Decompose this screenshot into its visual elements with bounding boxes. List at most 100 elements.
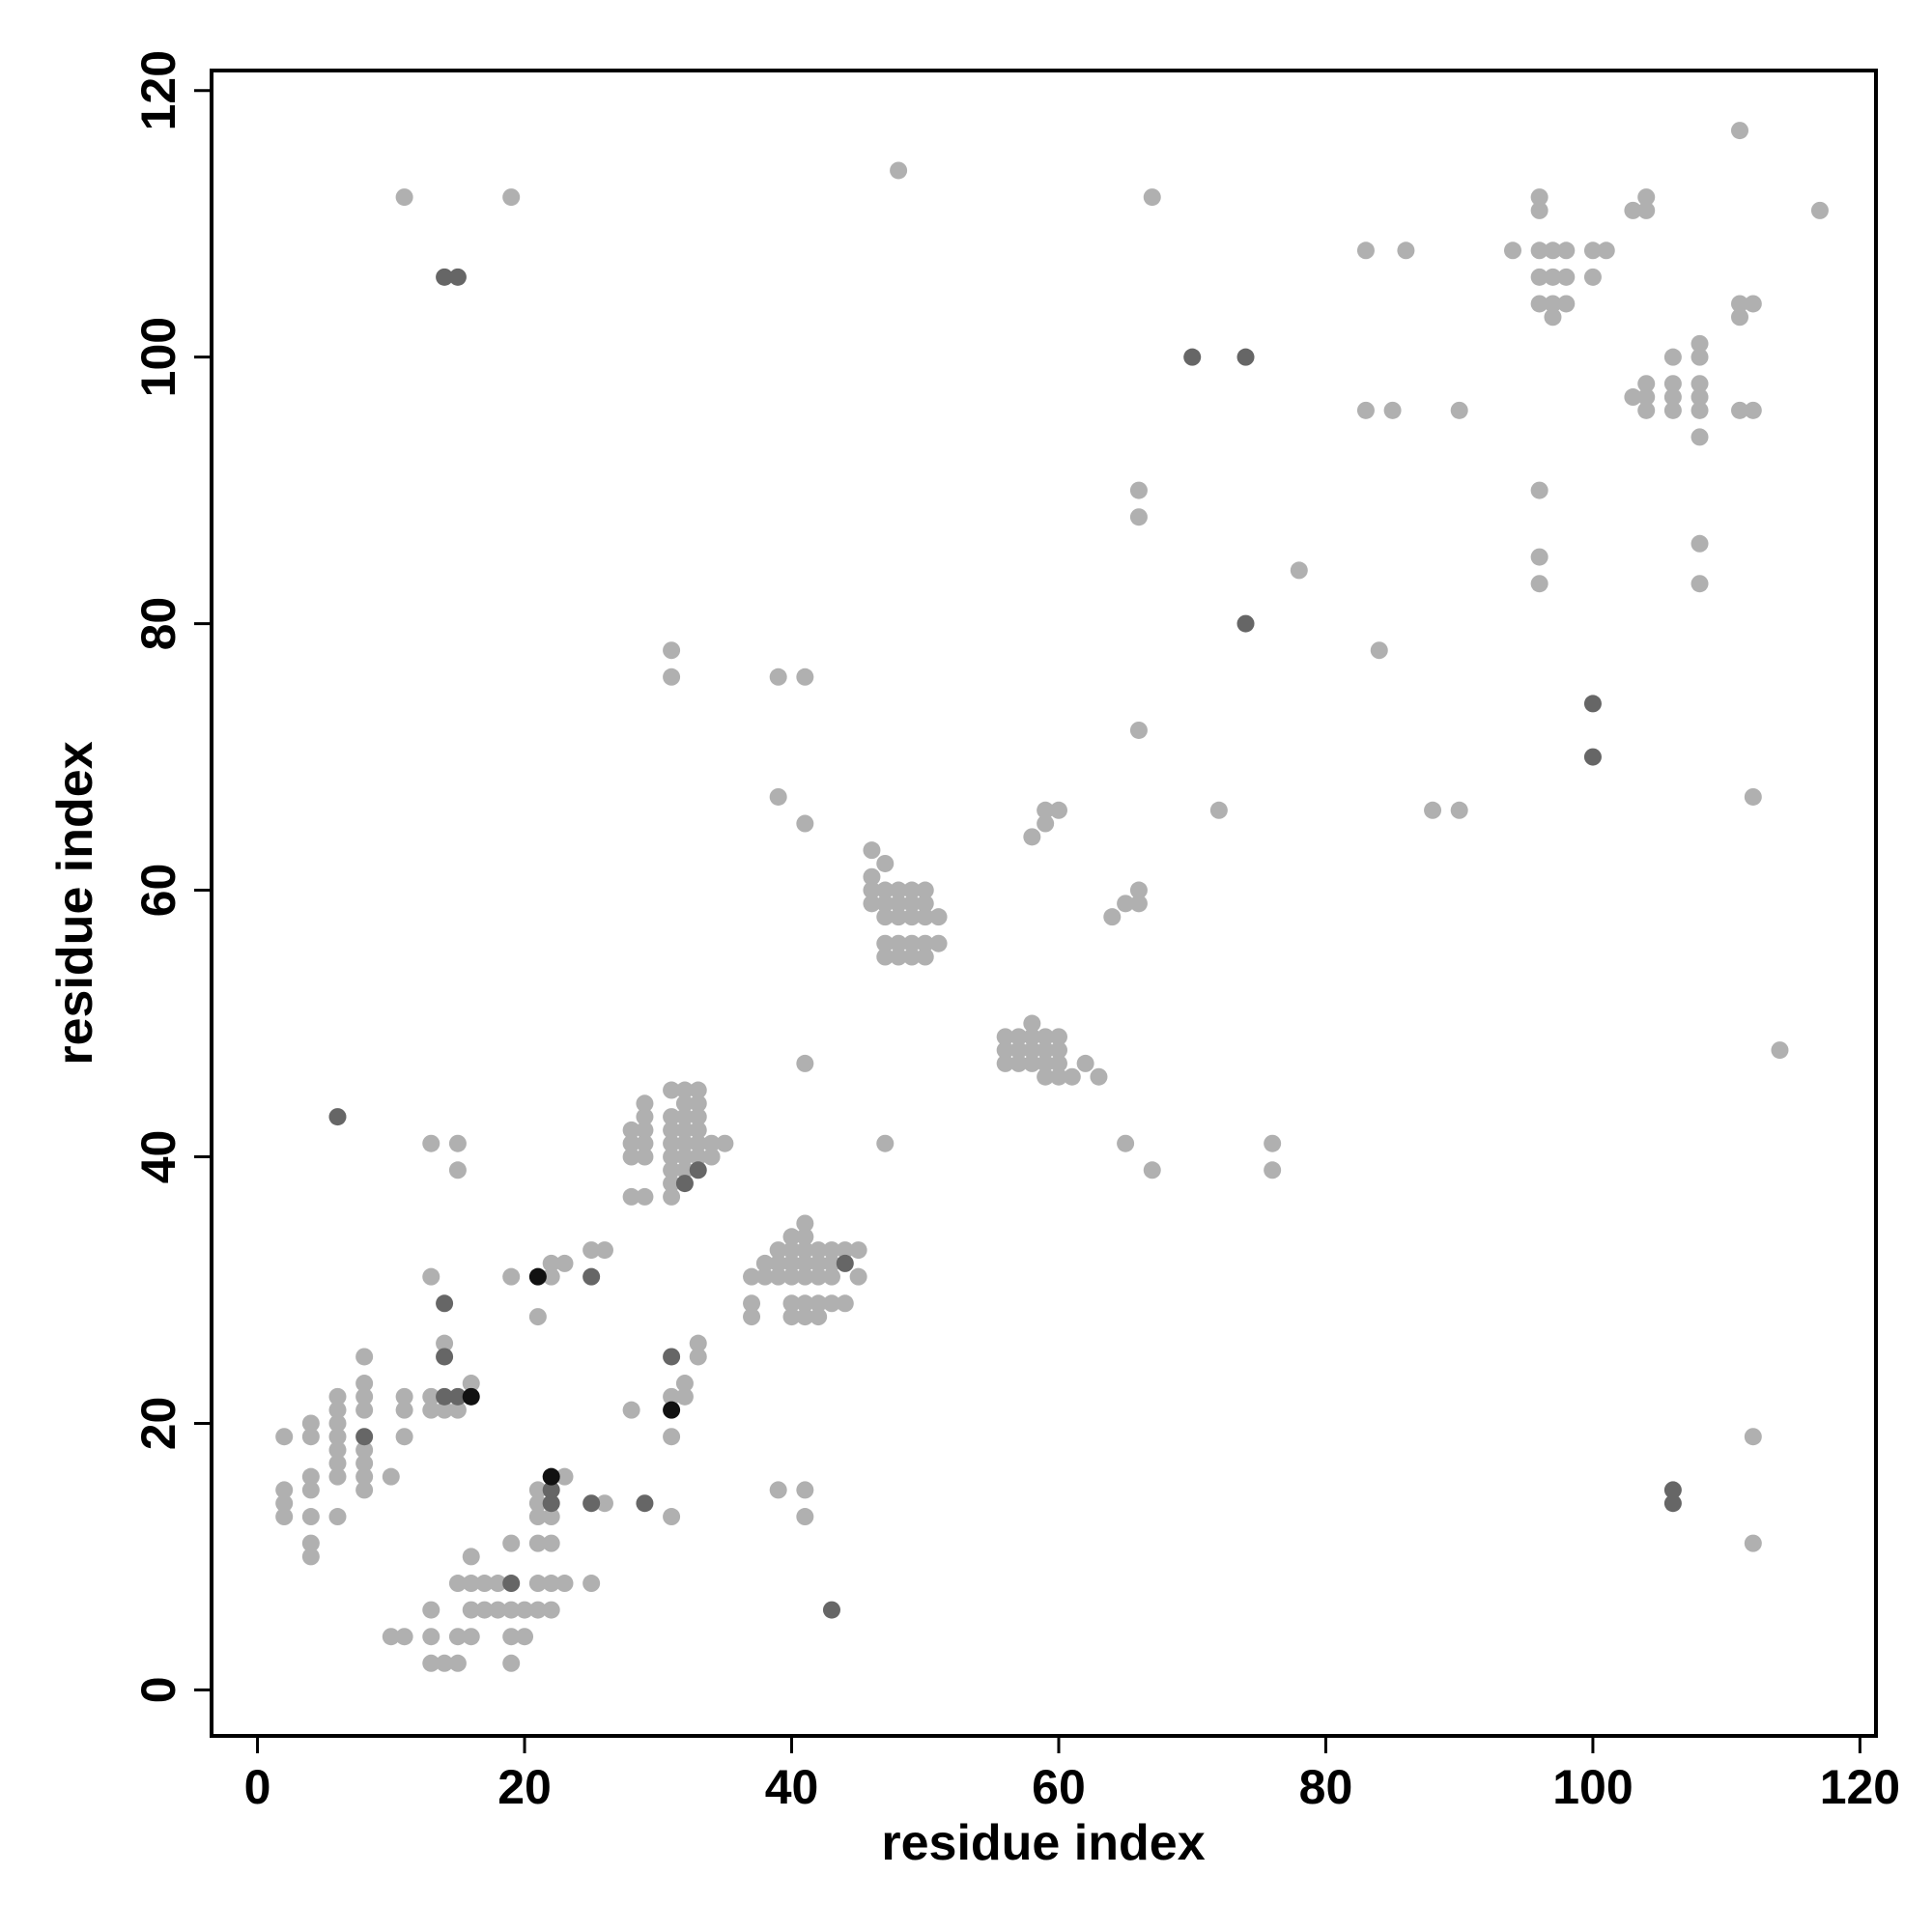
point: [1530, 295, 1548, 313]
point: [1023, 1054, 1041, 1072]
point: [876, 934, 895, 952]
point: [1023, 1041, 1041, 1060]
point: [502, 1601, 521, 1619]
point: [876, 881, 895, 899]
point: [1557, 295, 1576, 313]
point: [929, 934, 948, 952]
point: [822, 1254, 840, 1272]
point: [1744, 787, 1762, 806]
point: [663, 641, 681, 660]
point: [890, 895, 908, 913]
point: [996, 1041, 1014, 1060]
point: [876, 908, 895, 926]
x-tick-label: 80: [1299, 1760, 1353, 1814]
point: [328, 1428, 347, 1446]
point: [542, 1601, 560, 1619]
point: [1129, 508, 1148, 526]
y-tick-label: 60: [131, 864, 185, 918]
point: [1690, 428, 1709, 446]
point: [822, 1241, 840, 1260]
point: [448, 1387, 467, 1406]
point: [822, 1294, 840, 1313]
point: [355, 1401, 374, 1419]
point: [502, 1267, 521, 1286]
point: [663, 1387, 681, 1406]
point: [689, 1081, 707, 1099]
point: [1530, 481, 1548, 499]
point: [1009, 1028, 1028, 1046]
point: [1744, 401, 1762, 419]
point: [1690, 388, 1709, 407]
point: [555, 1254, 574, 1272]
point: [916, 881, 934, 899]
point: [1037, 1041, 1055, 1060]
point: [1129, 481, 1148, 499]
point: [1637, 401, 1656, 419]
point: [462, 1387, 480, 1406]
point: [301, 1481, 320, 1499]
point: [836, 1241, 854, 1260]
point: [355, 1428, 374, 1446]
point: [1009, 1054, 1028, 1072]
point: [782, 1241, 801, 1260]
point: [1129, 881, 1148, 899]
point: [275, 1494, 294, 1513]
point: [689, 1134, 707, 1152]
point: [810, 1294, 828, 1313]
point: [1690, 334, 1709, 353]
y-axis-label: residue index: [47, 741, 103, 1065]
point: [636, 1187, 654, 1206]
point: [743, 1294, 761, 1313]
point: [275, 1508, 294, 1526]
point: [1424, 801, 1442, 819]
point: [1530, 242, 1548, 260]
point: [542, 1254, 560, 1272]
point: [528, 1575, 547, 1593]
point: [1076, 1054, 1094, 1072]
point: [301, 1508, 320, 1526]
point: [1583, 268, 1602, 286]
point: [328, 1387, 347, 1406]
point: [382, 1628, 400, 1646]
point: [595, 1241, 613, 1260]
point: [502, 1628, 521, 1646]
point: [422, 1401, 440, 1419]
point: [1730, 308, 1748, 327]
point: [1023, 828, 1041, 846]
point: [1624, 201, 1642, 219]
point: [863, 867, 881, 886]
point: [622, 1121, 640, 1139]
point: [622, 1134, 640, 1152]
point: [1583, 242, 1602, 260]
point: [448, 1654, 467, 1672]
point: [863, 881, 881, 899]
point: [836, 1254, 854, 1272]
point: [1009, 1041, 1028, 1060]
point: [1236, 614, 1255, 633]
point: [382, 1467, 400, 1486]
point: [743, 1267, 761, 1286]
point: [502, 188, 521, 207]
point: [1290, 561, 1308, 580]
point: [528, 1308, 547, 1326]
point: [689, 1161, 707, 1179]
point: [582, 1575, 601, 1593]
point: [702, 1148, 721, 1166]
point: [1090, 1067, 1108, 1086]
point: [755, 1254, 774, 1272]
point: [663, 1121, 681, 1139]
point: [876, 948, 895, 966]
point: [1356, 242, 1375, 260]
point: [1397, 242, 1415, 260]
point: [1810, 201, 1829, 219]
point: [796, 1267, 814, 1286]
point: [355, 1481, 374, 1499]
point: [916, 934, 934, 952]
point: [355, 1375, 374, 1393]
point: [876, 895, 895, 913]
point: [328, 1401, 347, 1419]
point: [769, 1267, 787, 1286]
point: [663, 1508, 681, 1526]
point: [863, 841, 881, 860]
